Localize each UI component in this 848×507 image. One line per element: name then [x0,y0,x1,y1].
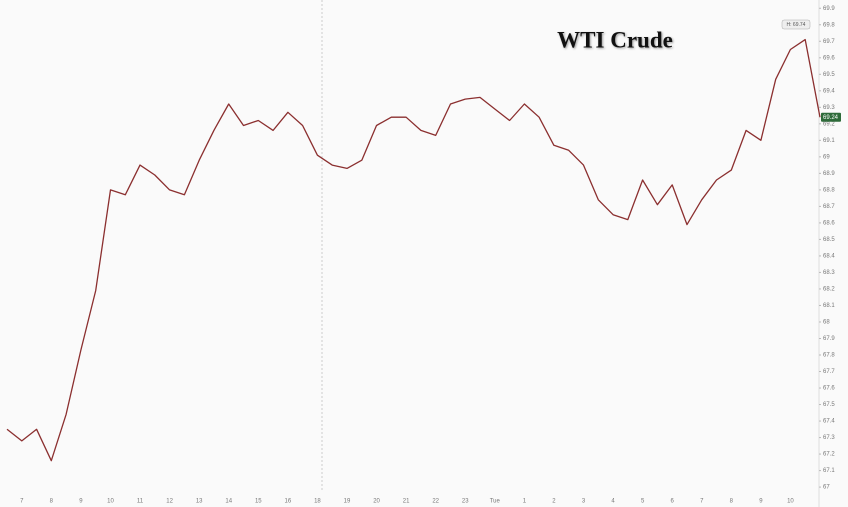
y-tick-label: 67.2 [823,452,835,458]
y-tick-label: 67.7 [823,369,835,375]
high-label: H: 69.74 [787,22,806,28]
x-tick-label: 7 [700,499,704,505]
x-tick-label: 11 [137,499,144,505]
y-tick-label: 69 [823,154,830,160]
y-tick-label: 69.7 [823,39,835,45]
high-box [781,19,811,30]
x-tick-label: 5 [641,499,645,505]
x-tick-label: 13 [196,499,203,505]
y-tick-label: 67 [823,485,830,491]
y-tick-label: 69.8 [823,22,835,28]
y-tick-label: 68.2 [823,287,835,293]
y-tick-label: 69.5 [823,72,835,78]
chart-title: WTI Crude [557,27,673,52]
x-tick-label: 23 [462,499,469,505]
x-tick-label: 16 [285,499,292,505]
x-tick-label: 6 [671,499,675,505]
y-tick-label: 69.2 [823,121,835,127]
y-tick-label: 67.3 [823,435,835,441]
y-tick-label: 67.8 [823,353,835,359]
x-tick-label: 3 [582,499,586,505]
x-tick-label: 18 [314,499,321,505]
y-tick-label: 68.3 [823,270,835,276]
x-tick-label: 4 [611,499,615,505]
y-tick-label: 68 [823,320,830,326]
y-tick-label: 68.4 [823,254,835,260]
x-tick-label: 2 [552,499,556,505]
y-tick-label: 68.7 [823,204,835,210]
x-tick-label: 22 [432,499,439,505]
y-tick-label: 69.3 [823,105,835,111]
y-tick-label: 68.9 [823,171,835,177]
x-tick-label: 19 [344,499,351,505]
x-tick-label: 8 [730,499,734,505]
x-tick-label: 10 [787,499,794,505]
y-tick-label: 68.1 [823,303,835,309]
x-tick-label: 9 [79,499,83,505]
y-tick-label: 67.5 [823,402,835,408]
y-tick-label: 69.1 [823,138,835,144]
x-tick-label: 15 [255,499,262,505]
y-tick-label: 69.6 [823,55,835,61]
x-tick-label: 10 [107,499,114,505]
x-tick-label: Tue [490,499,501,505]
x-tick-label: 1 [523,499,527,505]
y-tick-label: 69.4 [823,88,835,94]
x-tick-label: 14 [225,499,232,505]
y-tick-label: 68.6 [823,220,835,226]
x-tick-label: 9 [759,499,763,505]
y-tick-label: 68.8 [823,187,835,193]
y-tick-label: 68.5 [823,237,835,243]
x-tick-label: 12 [166,499,173,505]
y-tick-label: 67.4 [823,419,835,425]
x-tick-label: 21 [403,499,410,505]
y-tick-label: 67.9 [823,336,835,342]
x-tick-label: 20 [373,499,380,505]
y-tick-label: 67.1 [823,468,835,474]
price-line [6,38,821,462]
last-price-box [821,112,841,122]
x-tick-label: 7 [20,499,24,505]
y-tick-label: 69.9 [823,6,835,12]
y-tick-label: 67.6 [823,386,835,392]
x-tick-label: 8 [50,499,54,505]
last-price-label: 69.24 [823,115,839,121]
